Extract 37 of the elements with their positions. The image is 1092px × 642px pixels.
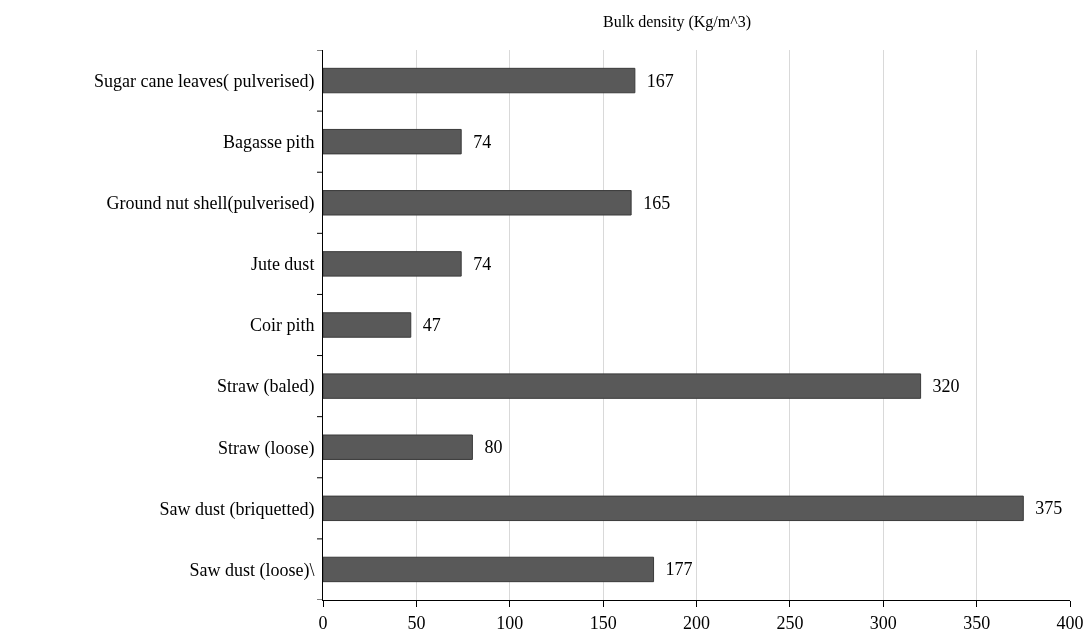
x-tick-label: 200	[683, 612, 710, 633]
y-tick-label: Ground nut shell(pulverised)	[106, 193, 315, 215]
y-tick-label: Saw dust (loose)\	[189, 559, 315, 581]
data-label: 320	[923, 376, 960, 397]
y-tick-label: Saw dust (briquetted)	[159, 498, 315, 520]
y-tick-label: Coir pith	[249, 315, 315, 336]
y-tick-label: Sugar cane leaves( pulverised)	[93, 70, 315, 92]
data-label: 375	[1026, 498, 1063, 519]
bar	[323, 434, 473, 460]
data-label: 167	[637, 70, 674, 91]
data-label: 47	[413, 315, 441, 335]
x-tick-label: 300	[869, 612, 897, 633]
x-tick-label: 100	[496, 612, 524, 633]
data-label: 165	[634, 192, 671, 213]
bar	[323, 495, 1024, 522]
data-label: 177	[656, 559, 693, 580]
x-tick-label: 400	[1056, 612, 1084, 633]
x-tick-label: 150	[589, 612, 617, 633]
bar	[323, 190, 632, 216]
y-tick-label: Bagasse pith	[222, 131, 315, 152]
bar	[323, 312, 412, 338]
data-label: 80	[475, 437, 503, 458]
y-tick-label: Straw (loose)	[217, 437, 315, 459]
x-tick-label: 0	[318, 612, 328, 633]
data-label: 74	[464, 253, 492, 274]
bar	[323, 251, 462, 277]
data-label: 74	[464, 131, 492, 152]
bar	[323, 556, 655, 583]
bar	[323, 373, 922, 399]
x-tick-label: 250	[776, 612, 804, 633]
bar	[323, 67, 636, 94]
y-tick-label: Straw (baled)	[216, 376, 315, 398]
y-tick-label: Jute dust	[250, 254, 315, 275]
x-tick-label: 50	[407, 612, 426, 633]
bar	[323, 128, 462, 155]
x-tick-label: 350	[963, 612, 991, 633]
chart-title: Bulk density (Kg/m^3)	[603, 13, 752, 32]
